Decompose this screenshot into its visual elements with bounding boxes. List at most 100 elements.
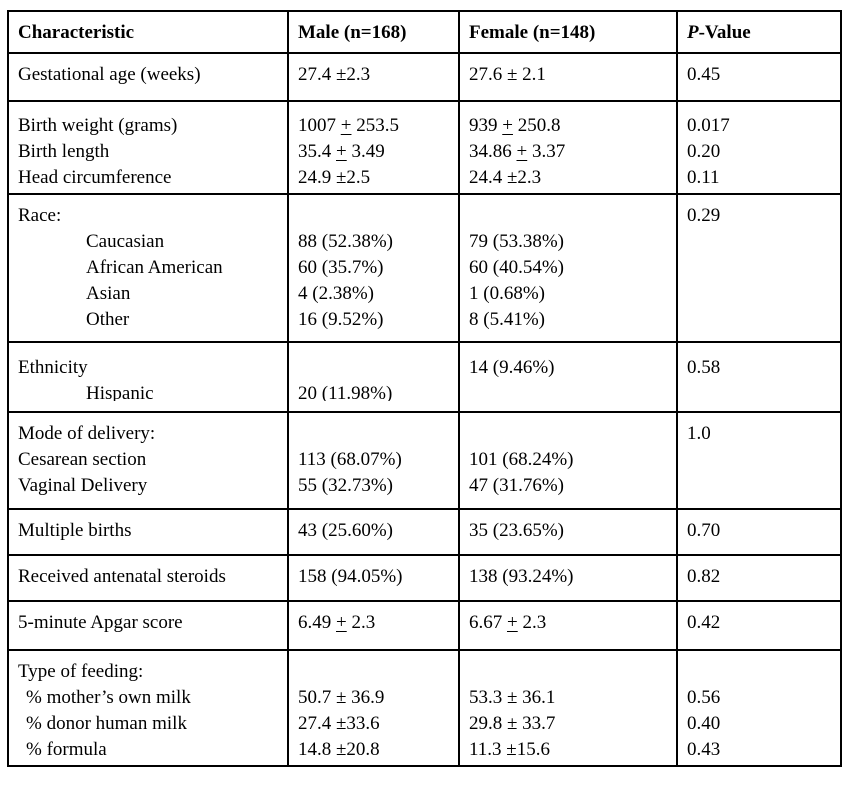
birth-weight-male: 1007 + 253.5 [298, 115, 399, 136]
race-male-other: 16 (9.52%) [298, 309, 384, 330]
feeding-p-spacer [687, 659, 840, 685]
birth-weight-p: 0.017 [687, 115, 730, 136]
race-female-spacer [469, 203, 676, 229]
gestational-male: 27.4 ±2.3 [287, 52, 460, 102]
ethnicity-male: 20 (11.98%) [287, 341, 460, 413]
delivery-cesarean-male: 113 (68.07%) [298, 449, 402, 470]
birth-weight-label: Birth weight (grams) [18, 115, 178, 136]
race-name-asian: Asian [86, 283, 131, 304]
birth-weight-female: 939 + 250.8 [469, 115, 561, 136]
delivery-labels: Mode of delivery: Cesarean section Vagin… [7, 411, 289, 510]
race-male-african-american: 60 (35.7%) [298, 257, 384, 278]
feeding-donor-milk-male: 27.4 ±33.6 [298, 713, 380, 734]
feeding-donor-milk-female: 29.8 ± 33.7 [469, 713, 556, 734]
feeding-female-spacer [469, 659, 676, 685]
multiple-label: Multiple births [7, 508, 289, 556]
steroids-male: 158 (94.05%) [287, 554, 460, 602]
race-male-spacer [298, 203, 458, 229]
race-label: Race: [18, 205, 62, 226]
characteristics-table: Characteristic Male (n=168) Female (n=14… [7, 10, 842, 767]
race-p: 0.29 [676, 193, 842, 343]
header-female: Female (n=148) [458, 10, 678, 54]
birth-length-female: 34.86 + 3.37 [469, 141, 566, 162]
row-antenatal-steroids: Received antenatal steroids 158 (94.05%)… [7, 554, 842, 602]
feeding-formula-male: 14.8 ±20.8 [298, 739, 380, 760]
feeding-mothers-milk-p: 0.56 [687, 687, 721, 708]
delivery-male-spacer [298, 421, 458, 447]
feeding-formula-female: 11.3 ±15.6 [469, 739, 550, 760]
row-race: Race: Caucasian African American Asian O… [7, 193, 842, 343]
feeding-formula-label: % formula [26, 739, 107, 760]
race-name-caucasian: Caucasian [86, 231, 165, 252]
ethnicity-female: 14 (9.46%) [458, 341, 678, 413]
steroids-p: 0.82 [676, 554, 842, 602]
ethnicity-label: Ethnicity [18, 357, 88, 378]
multiple-male: 43 (25.60%) [287, 508, 460, 556]
feeding-donor-milk-p: 0.40 [687, 713, 721, 734]
feeding-male-spacer [298, 659, 458, 685]
ethnicity-labels: Ethnicity Hispanic [7, 341, 289, 413]
race-name-other: Other [86, 309, 130, 330]
row-apgar: 5-minute Apgar score 6.49 + 2.3 6.67 + 2… [7, 600, 842, 651]
birth-length-label: Birth length [18, 141, 110, 162]
steroids-female: 138 (93.24%) [458, 554, 678, 602]
head-circumference-female: 24.4 ±2.3 [469, 167, 542, 188]
apgar-label: 5-minute Apgar score [7, 600, 289, 651]
race-female-african-american: 60 (40.54%) [469, 257, 564, 278]
feeding-donor-milk-label: % donor human milk [26, 713, 187, 734]
header-p-value: P-Value [676, 10, 842, 54]
feeding-male: 50.7 ± 36.9 27.4 ±33.6 14.8 ±20.8 [287, 649, 460, 767]
race-male: 88 (52.38%) 60 (35.7%) 4 (2.38%) 16 (9.5… [287, 193, 460, 343]
feeding-mothers-milk-label: % mother’s own milk [26, 687, 191, 708]
feeding-label: Type of feeding: [18, 661, 144, 682]
race-labels: Race: Caucasian African American Asian O… [7, 193, 289, 343]
row-multiple-births: Multiple births 43 (25.60%) 35 (23.65%) … [7, 508, 842, 556]
delivery-p: 1.0 [676, 411, 842, 510]
birth-length-male: 35.4 + 3.49 [298, 141, 385, 162]
birth-p: 0.017 0.20 0.11 [676, 100, 842, 195]
feeding-labels: Type of feeding: % mother’s own milk % d… [7, 649, 289, 767]
race-female-other: 8 (5.41%) [469, 309, 545, 330]
race-name-african-american: African American [86, 257, 223, 278]
feeding-mothers-milk-male: 50.7 ± 36.9 [298, 687, 385, 708]
apgar-male: 6.49 + 2.3 [287, 600, 460, 651]
head-circumference-male: 24.9 ±2.5 [298, 167, 371, 188]
race-female: 79 (53.38%) 60 (40.54%) 1 (0.68%) 8 (5.4… [458, 193, 678, 343]
header-characteristic: Characteristic [7, 10, 289, 54]
delivery-vaginal-label: Vaginal Delivery [18, 475, 148, 496]
delivery-cesarean-label: Cesarean section [18, 449, 147, 470]
race-female-caucasian: 79 (53.38%) [469, 231, 564, 252]
head-circumference-p: 0.11 [687, 167, 720, 188]
race-female-asian: 1 (0.68%) [469, 283, 545, 304]
ethnicity-male-spacer [298, 355, 458, 381]
delivery-female-spacer [469, 421, 676, 447]
delivery-vaginal-female: 47 (31.76%) [469, 475, 564, 496]
gestational-female: 27.6 ± 2.1 [458, 52, 678, 102]
apgar-p: 0.42 [676, 600, 842, 651]
birth-labels: Birth weight (grams) Birth length Head c… [7, 100, 289, 195]
ethnicity-hispanic-label: Hispanic [86, 383, 154, 401]
multiple-p: 0.70 [676, 508, 842, 556]
header-p-rest: -Value [698, 22, 751, 43]
row-ethnicity: Ethnicity Hispanic 20 (11.98%) 14 (9.46%… [7, 341, 842, 413]
gestational-label: Gestational age (weeks) [7, 52, 289, 102]
row-gestational-age: Gestational age (weeks) 27.4 ±2.3 27.6 ±… [7, 52, 842, 102]
birth-length-p: 0.20 [687, 141, 721, 162]
feeding-formula-p: 0.43 [687, 739, 721, 760]
delivery-male: 113 (68.07%) 55 (32.73%) [287, 411, 460, 510]
feeding-female: 53.3 ± 36.1 29.8 ± 33.7 11.3 ±15.6 [458, 649, 678, 767]
feeding-mothers-milk-female: 53.3 ± 36.1 [469, 687, 556, 708]
race-male-caucasian: 88 (52.38%) [298, 231, 393, 252]
ethnicity-p: 0.58 [676, 341, 842, 413]
row-delivery: Mode of delivery: Cesarean section Vagin… [7, 411, 842, 510]
ethnicity-male-hispanic: 20 (11.98%) [298, 383, 393, 401]
feeding-p: 0.56 0.40 0.43 [676, 649, 842, 767]
header-p-italic: P [687, 22, 699, 43]
multiple-female: 35 (23.65%) [458, 508, 678, 556]
row-birth-measures: Birth weight (grams) Birth length Head c… [7, 100, 842, 195]
header-row: Characteristic Male (n=168) Female (n=14… [7, 10, 842, 54]
header-male: Male (n=168) [287, 10, 460, 54]
delivery-label: Mode of delivery: [18, 423, 156, 444]
race-male-asian: 4 (2.38%) [298, 283, 374, 304]
delivery-female: 101 (68.24%) 47 (31.76%) [458, 411, 678, 510]
